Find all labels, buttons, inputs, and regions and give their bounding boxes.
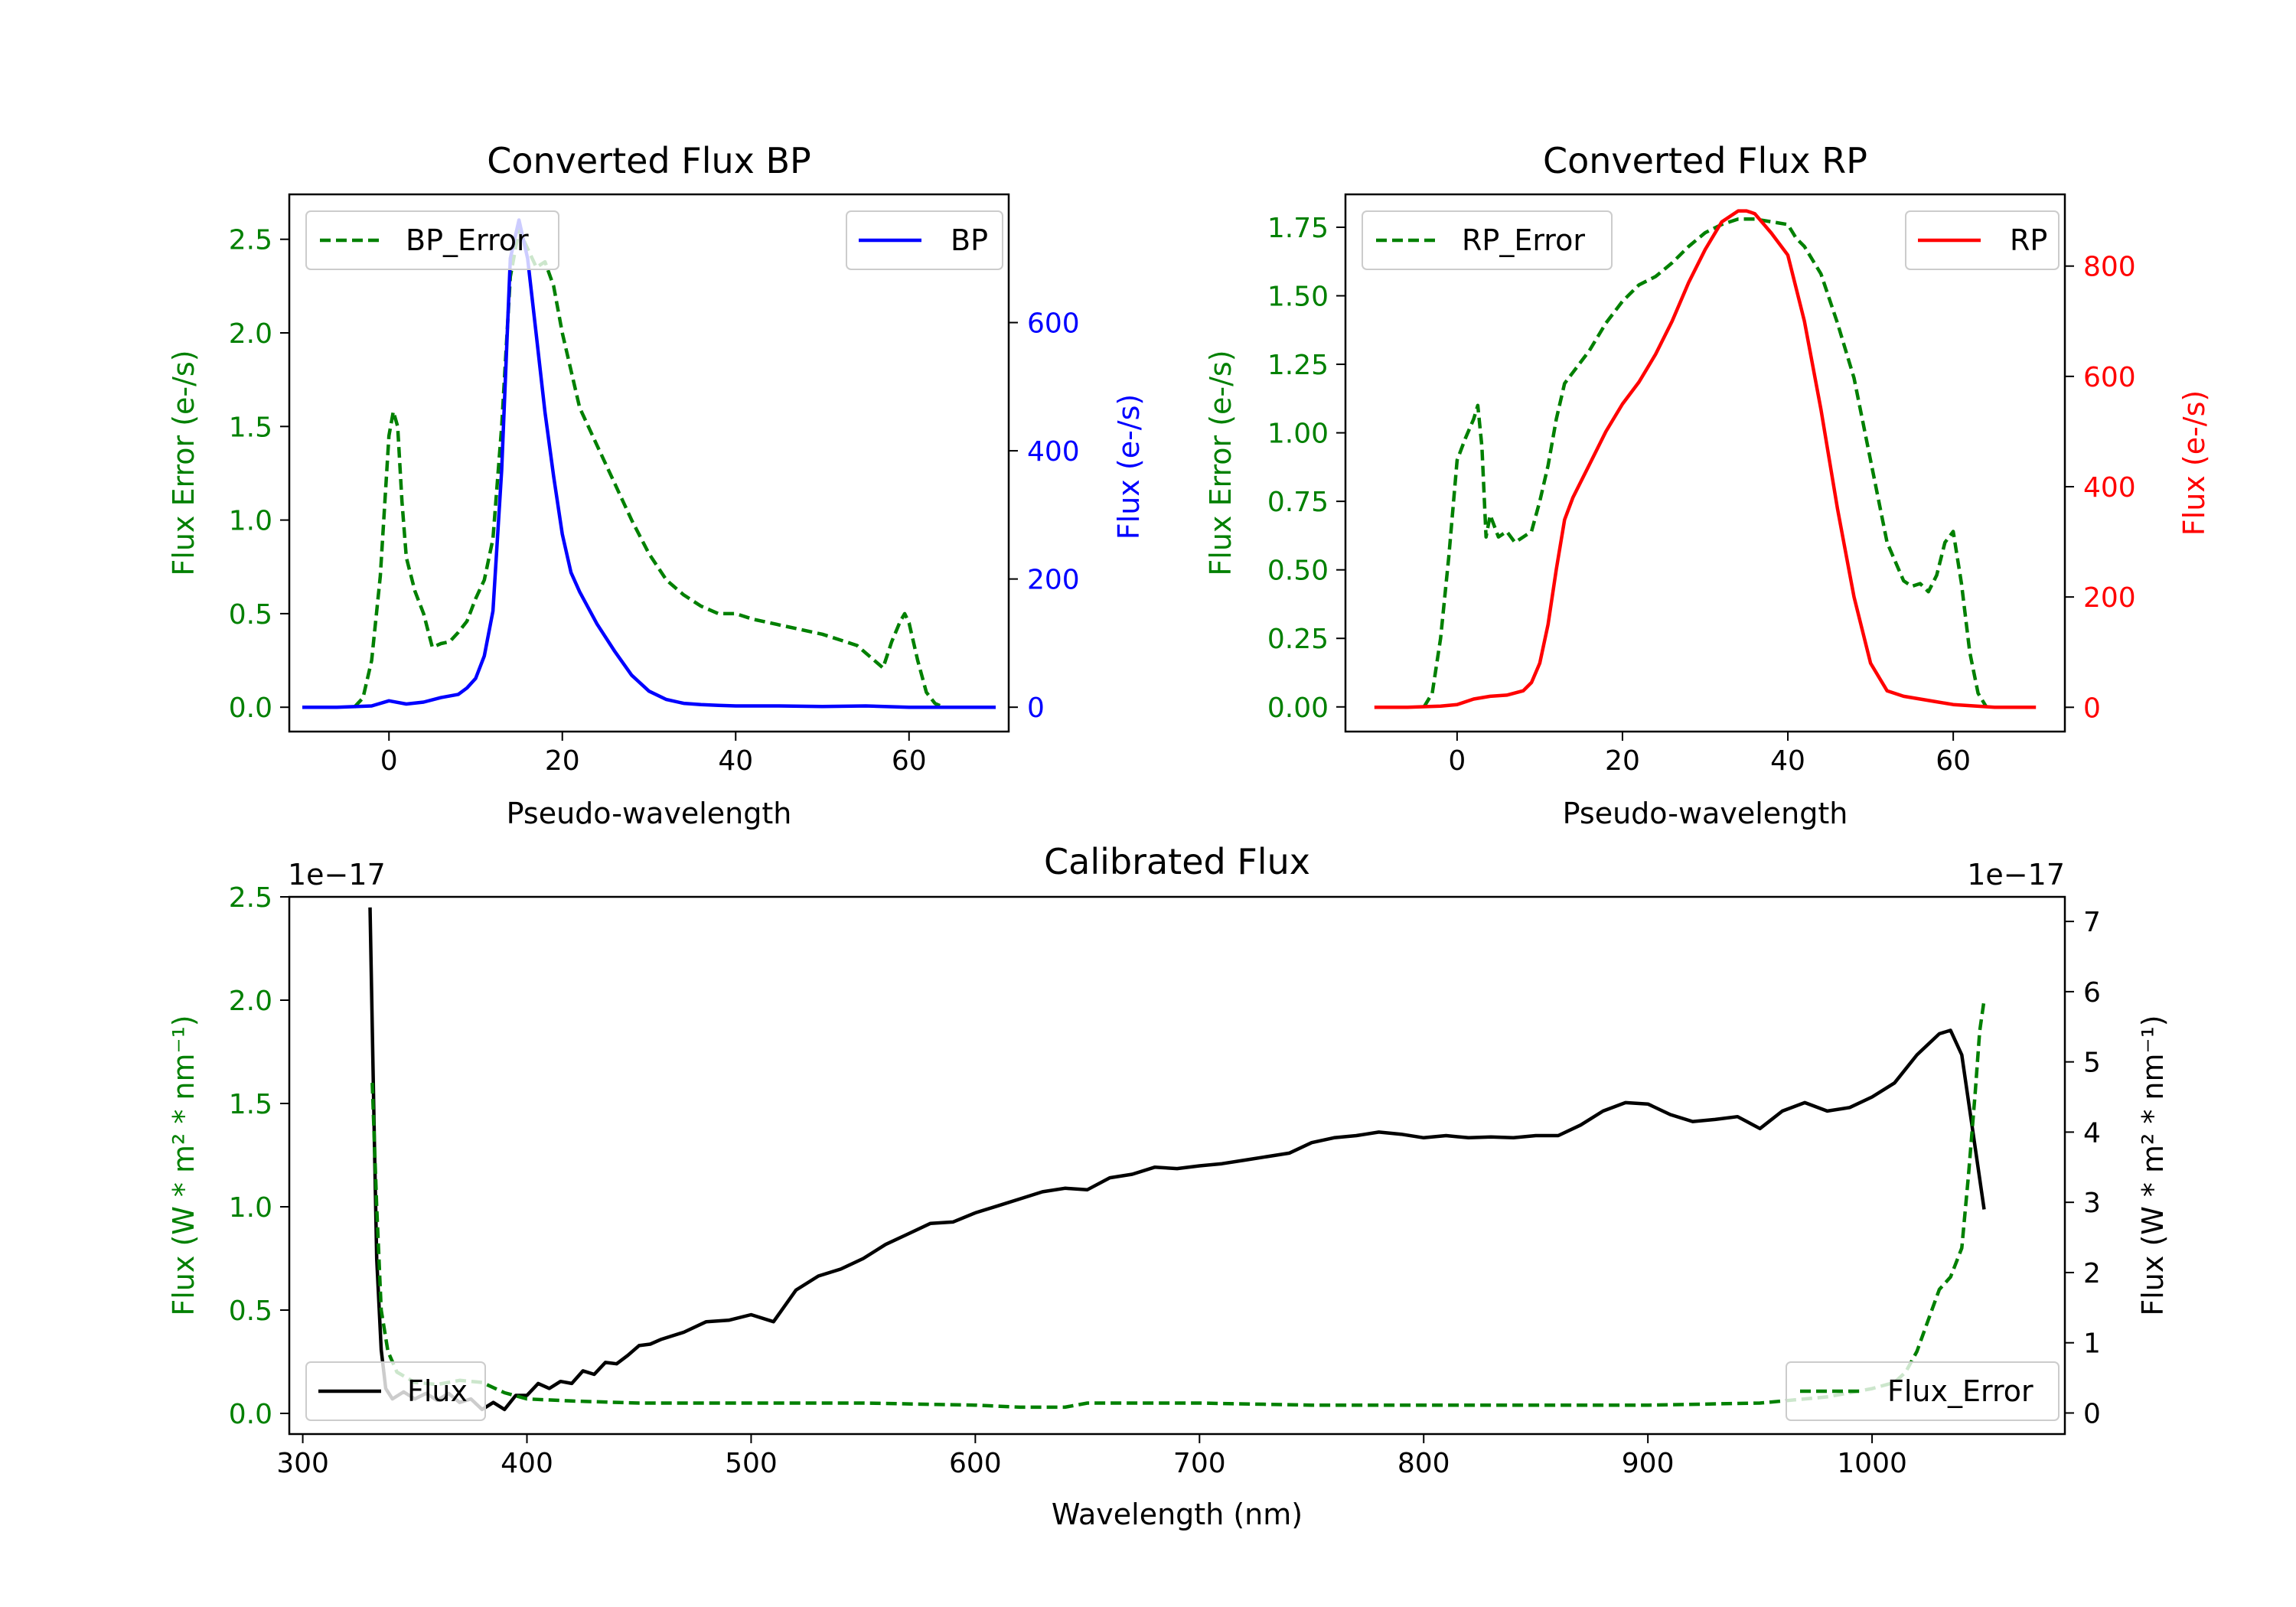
bp-right-y-tick-label: 200 (1027, 565, 1080, 596)
calibrated-left-y-tick-label: 0.5 (229, 1296, 272, 1327)
rp-x-label: Pseudo-wavelength (1563, 797, 1848, 830)
rp-right-y-tick-label: 400 (2083, 472, 2136, 504)
calibrated-right-y-tick-label: 0 (2083, 1398, 2101, 1429)
calibrated-x-tick-label: 800 (1397, 1448, 1450, 1479)
calibrated-right-y-tick-label: 3 (2083, 1188, 2101, 1219)
rp-x-tick-label: 0 (1448, 745, 1466, 777)
calibrated-flux-legend: Flux (305, 1361, 486, 1421)
rp-error-legend-label: RP_Error (1462, 223, 1585, 257)
calibrated-chart: Calibrated Flux Wavelength (nm) Flux (W … (167, 841, 2170, 1531)
rp-rp-line (1374, 209, 2037, 709)
bp-legend: BP (846, 210, 1003, 270)
bp-error-legend-label: BP_Error (406, 223, 529, 257)
rp-left-y-tick-label: 1.75 (1267, 213, 1329, 244)
calibrated-left-y-tick-label: 2.5 (229, 882, 272, 914)
bp-right-y-tick-label: 0 (1027, 693, 1045, 724)
calibrated-axes-frame (288, 895, 2066, 1436)
bp-x-tick-label: 0 (380, 745, 398, 777)
bp-bp-line (302, 218, 996, 709)
bp-x-tick-label: 40 (718, 745, 753, 777)
bp-left-y-tick-label: 1.5 (229, 412, 272, 443)
bp-bp-error-line (353, 228, 944, 709)
rp-error-legend: RP_Error (1362, 210, 1613, 270)
rp-legend-label: RP (2010, 223, 2047, 257)
calibrated-right-y-tick-label: 4 (2083, 1117, 2101, 1149)
calibrated-left-y-tick-label: 1.0 (229, 1192, 272, 1224)
rp-title: Converted Flux RP (1543, 140, 1867, 181)
calibrated-left-y-tick-label: 2.0 (229, 986, 272, 1017)
rp-legend: RP (1905, 210, 2060, 270)
calibrated-right-y-tick-label: 2 (2083, 1258, 2101, 1289)
calibrated-x-tick-label: 700 (1173, 1448, 1226, 1479)
rp-right-y-tick-label: 800 (2083, 252, 2136, 283)
calibrated-x-label: Wavelength (nm) (1052, 1498, 1303, 1531)
rp-right-y-tick-label: 200 (2083, 582, 2136, 614)
bp-x-label: Pseudo-wavelength (507, 797, 792, 830)
rp-x-tick-label: 60 (1936, 745, 1971, 777)
bp-right-y-tick-label: 600 (1027, 308, 1080, 340)
rp-axes-frame (1344, 193, 2066, 733)
bp-error-legend: BP_Error (305, 210, 559, 270)
bp-x-tick-label: 20 (545, 745, 580, 777)
bp-left-y-tick-label: 2.0 (229, 318, 272, 350)
rp-chart: Converted Flux RP Pseudo-wavelength Flux… (1204, 140, 2211, 830)
calibrated-x-tick-label: 300 (276, 1448, 329, 1479)
bp-left-y-label: Flux Error (e-/s) (167, 350, 201, 575)
calibrated-left-y-tick-label: 0.0 (229, 1399, 272, 1430)
bp-right-y-tick-label: 400 (1027, 436, 1080, 468)
calibrated-right-y-label: Flux (W * m² * nm⁻¹) (2136, 1015, 2170, 1315)
bp-left-y-tick-label: 0.0 (229, 693, 272, 724)
rp-right-y-tick-label: 600 (2083, 362, 2136, 393)
calibrated-left-offset: 1e−17 (288, 858, 386, 892)
rp-left-y-tick-label: 0.00 (1267, 693, 1329, 724)
rp-left-y-label: Flux Error (e-/s) (1204, 350, 1238, 575)
rp-left-y-tick-label: 1.25 (1267, 350, 1329, 381)
bp-legend-label: BP (951, 223, 988, 257)
bp-right-y-label: Flux (e-/s) (1112, 394, 1146, 539)
calibrated-x-tick-label: 500 (725, 1448, 778, 1479)
calibrated-right-y-tick-label: 5 (2083, 1048, 2101, 1079)
calibrated-title: Calibrated Flux (1044, 841, 1310, 882)
calibrated-x-tick-label: 400 (501, 1448, 553, 1479)
calibrated-error-legend: Flux_Error (1786, 1361, 2060, 1421)
calibrated-right-offset: 1e−17 (1967, 858, 2065, 892)
rp-left-y-tick-label: 0.75 (1267, 487, 1329, 518)
bp-title: Converted Flux BP (487, 140, 811, 181)
bp-axes-frame (288, 193, 1010, 733)
bp-left-y-tick-label: 1.0 (229, 506, 272, 537)
rp-left-y-tick-label: 0.25 (1267, 624, 1329, 655)
rp-left-y-tick-label: 1.00 (1267, 419, 1329, 450)
bp-left-y-tick-label: 2.5 (229, 225, 272, 256)
bp-x-tick-label: 60 (892, 745, 927, 777)
rp-right-y-label: Flux (e-/s) (2177, 390, 2211, 536)
calibrated-error-legend-label: Flux_Error (1887, 1374, 2033, 1408)
rp-right-y-tick-label: 0 (2083, 693, 2101, 724)
calibrated-x-tick-label: 900 (1622, 1448, 1675, 1479)
rp-x-tick-label: 20 (1605, 745, 1640, 777)
bp-left-y-tick-label: 0.5 (229, 599, 272, 631)
bp-chart: Converted Flux BP Pseudo-wavelength Flux… (167, 140, 1146, 830)
rp-left-y-tick-label: 0.50 (1267, 556, 1329, 587)
calibrated-x-tick-label: 1000 (1837, 1448, 1907, 1479)
calibrated-x-tick-label: 600 (949, 1448, 1002, 1479)
calibrated-right-y-tick-label: 6 (2083, 977, 2101, 1009)
rp-rp-error-line (1422, 217, 1988, 708)
calibrated-left-y-tick-label: 1.5 (229, 1089, 272, 1120)
calibrated-flux-line (368, 907, 1986, 1412)
calibrated-flux-legend-label: Flux (407, 1374, 468, 1408)
calibrated-right-y-tick-label: 7 (2083, 907, 2101, 938)
calibrated-right-y-tick-label: 1 (2083, 1328, 2101, 1360)
calibrated-left-y-label: Flux (W * m² * nm⁻¹) (167, 1015, 201, 1315)
rp-x-tick-label: 40 (1770, 745, 1805, 777)
rp-left-y-tick-label: 1.50 (1267, 282, 1329, 313)
